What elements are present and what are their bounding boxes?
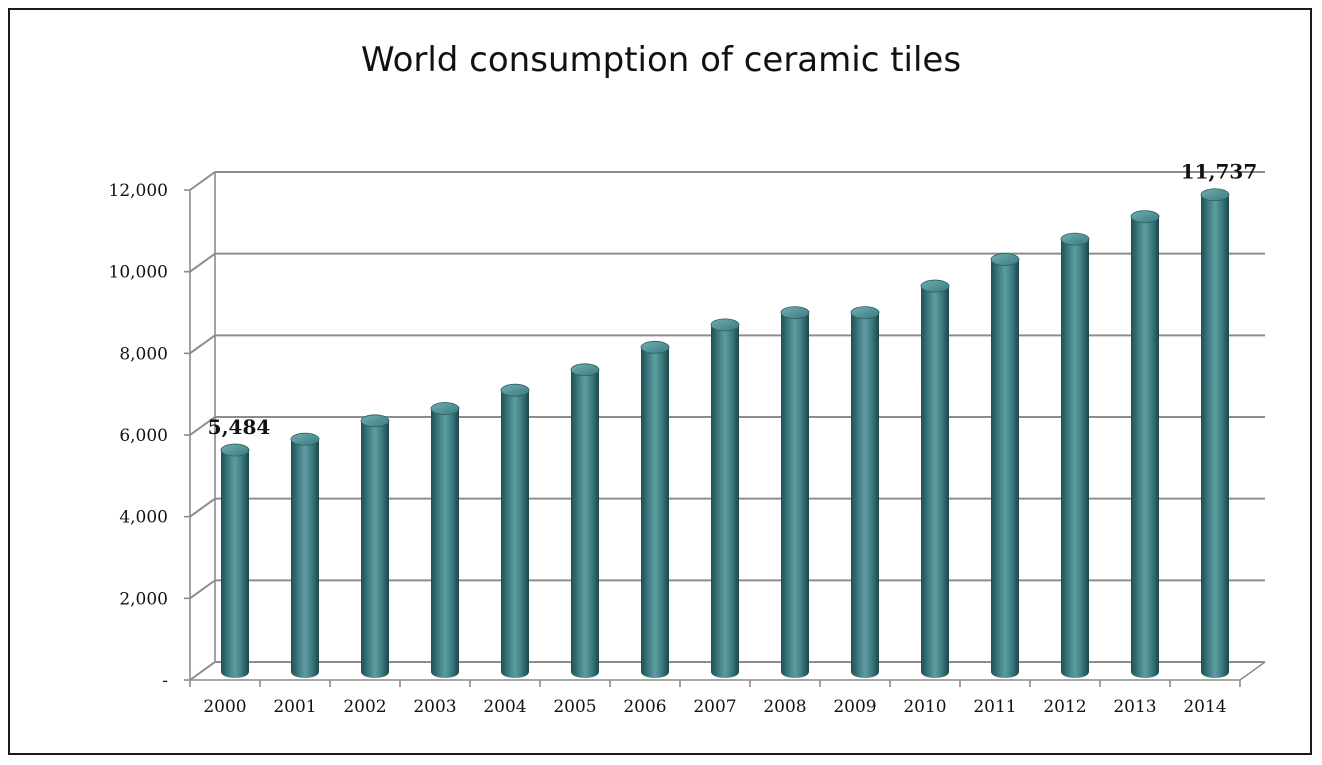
x-tick-label: 2006 (623, 697, 666, 717)
bar (920, 279, 950, 678)
x-tick-label: 2005 (553, 697, 596, 717)
axes (184, 172, 1266, 687)
bars (220, 188, 1230, 678)
x-tick-label: 2009 (833, 697, 876, 717)
x-tick-label: 2000 (203, 697, 246, 717)
bar (710, 318, 740, 678)
x-tick-label: 2010 (903, 697, 946, 717)
bar (430, 402, 460, 678)
data-label: 5,484 (208, 415, 271, 439)
bar (500, 383, 530, 678)
y-tick-label: 8,000 (119, 344, 168, 364)
x-axis-tick-labels: 2000 2001 2002 2003 2004 2005 2006 2007 2008 2009… (203, 697, 1226, 717)
bar (290, 432, 320, 678)
bar (850, 306, 880, 678)
gridline (189, 252, 1265, 273)
bar (640, 340, 670, 678)
x-tick-label: 2008 (763, 697, 806, 717)
x-tick-label: 2013 (1113, 697, 1156, 717)
x-tick-label: 2014 (1183, 697, 1226, 717)
chart-title: World consumption of ceramic tiles (361, 40, 961, 80)
y-tick-label: 2,000 (119, 589, 168, 609)
x-tick-label: 2004 (483, 697, 526, 717)
x-tick-label: 2002 (343, 697, 386, 717)
gridline (189, 171, 1265, 191)
y-tick-label: 6,000 (119, 426, 168, 446)
x-tick-label: 2003 (413, 697, 456, 717)
y-tick-label: 12,000 (109, 181, 168, 201)
data-labels: 5,484 11,737 (208, 160, 1258, 439)
bar (1200, 188, 1230, 678)
bar (780, 306, 810, 678)
x-tick-label: 2011 (973, 697, 1016, 717)
bar (1130, 210, 1160, 678)
bar (570, 363, 600, 678)
data-label: 11,737 (1181, 160, 1258, 184)
x-tick-label: 2007 (693, 697, 736, 717)
y-axis-tick-labels: - 2,000 4,000 6,000 8,000 10,000 12,000 (109, 181, 168, 691)
y-tick-label: 10,000 (109, 263, 168, 283)
x-tick-label: 2001 (273, 697, 316, 717)
y-tick-label: - (162, 671, 168, 691)
bar (1060, 232, 1090, 678)
floor-right-edge (1239, 661, 1266, 681)
y-tick-label: 4,000 (119, 508, 168, 528)
bar (990, 253, 1020, 678)
x-tick-label: 2012 (1043, 697, 1086, 717)
bar (360, 414, 390, 678)
bar (220, 443, 250, 678)
